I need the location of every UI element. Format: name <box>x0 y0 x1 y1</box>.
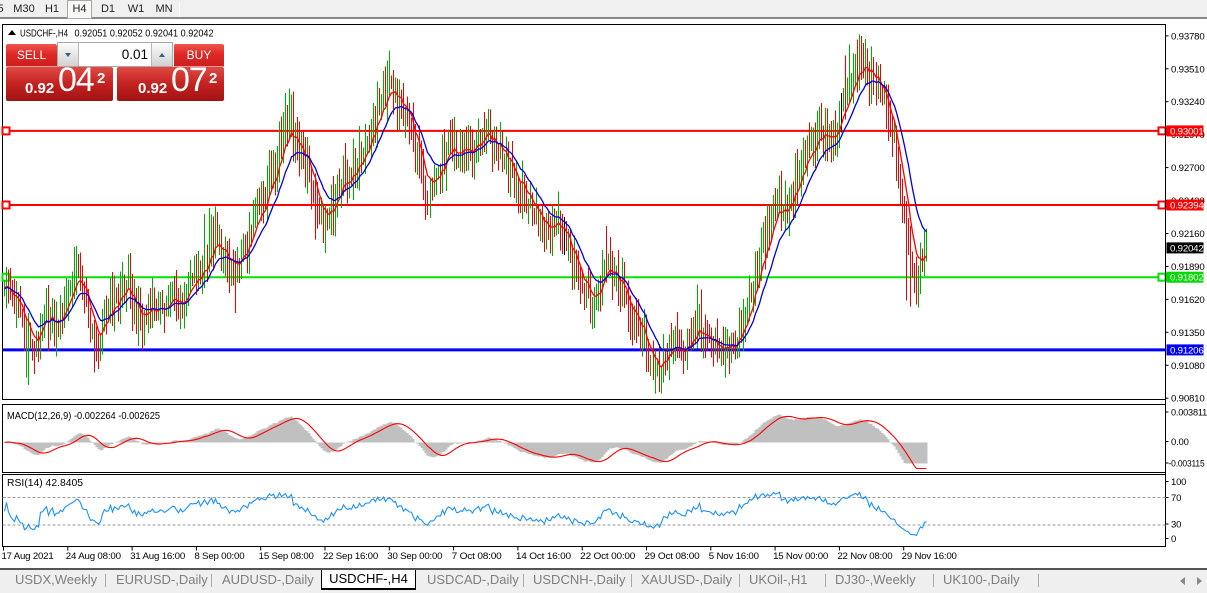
svg-text:0.91350: 0.91350 <box>1171 328 1205 339</box>
svg-text:24 Aug 08:00: 24 Aug 08:00 <box>66 551 121 562</box>
svg-text:30: 30 <box>1171 520 1181 531</box>
svg-text:0.93240: 0.93240 <box>1171 97 1205 108</box>
svg-text:0.91802: 0.91802 <box>1170 273 1204 284</box>
svg-text:100: 100 <box>1171 477 1186 488</box>
svg-text:17 Aug 2021: 17 Aug 2021 <box>2 551 54 562</box>
svg-text:70: 70 <box>1171 493 1181 504</box>
svg-text:USDCHF-,H4: USDCHF-,H4 <box>20 28 68 40</box>
svg-text:22 Nov 08:00: 22 Nov 08:00 <box>837 551 892 562</box>
svg-text:30 Sep 00:00: 30 Sep 00:00 <box>387 551 442 562</box>
svg-text:0.93780: 0.93780 <box>1171 31 1205 42</box>
svg-text:0: 0 <box>1171 534 1176 545</box>
svg-text:0.93001: 0.93001 <box>1170 126 1204 137</box>
svg-text:0.00: 0.00 <box>1171 437 1189 448</box>
svg-text:-0.003115: -0.003115 <box>1169 459 1205 470</box>
svg-text:0.92051 0.92052 0.92041 0.9204: 0.92051 0.92052 0.92041 0.92042 <box>75 28 214 40</box>
svg-text:29 Oct 08:00: 29 Oct 08:00 <box>645 551 700 562</box>
svg-text:22 Oct 00:00: 22 Oct 00:00 <box>580 551 635 562</box>
svg-text:22 Sep 16:00: 22 Sep 16:00 <box>323 551 378 562</box>
svg-text:0.91890: 0.91890 <box>1171 262 1205 273</box>
svg-text:0.91080: 0.91080 <box>1171 361 1205 372</box>
svg-text:15 Sep 08:00: 15 Sep 08:00 <box>259 551 314 562</box>
svg-text:0.92394: 0.92394 <box>1170 201 1204 212</box>
svg-text:8 Sep 00:00: 8 Sep 00:00 <box>194 551 244 562</box>
svg-text:15 Nov 00:00: 15 Nov 00:00 <box>773 551 828 562</box>
svg-text:31 Aug 16:00: 31 Aug 16:00 <box>130 551 185 562</box>
svg-text:0.92160: 0.92160 <box>1171 229 1205 240</box>
svg-text:0.92042: 0.92042 <box>1170 243 1204 254</box>
svg-text:7 Oct 08:00: 7 Oct 08:00 <box>452 551 502 562</box>
svg-text:0.92700: 0.92700 <box>1171 163 1205 174</box>
svg-text:0.91206: 0.91206 <box>1170 345 1204 356</box>
svg-text:RSI(14) 42.8405: RSI(14) 42.8405 <box>7 478 83 489</box>
svg-text:0.003811: 0.003811 <box>1171 408 1207 419</box>
svg-text:0.93510: 0.93510 <box>1171 64 1205 75</box>
svg-text:0.91620: 0.91620 <box>1171 295 1205 306</box>
svg-text:MACD(12,26,9) -0.002264 -0.002: MACD(12,26,9) -0.002264 -0.002625 <box>7 411 160 422</box>
svg-text:14 Oct 16:00: 14 Oct 16:00 <box>516 551 571 562</box>
svg-text:0.90810: 0.90810 <box>1171 394 1205 405</box>
svg-text:5 Nov 16:00: 5 Nov 16:00 <box>709 551 759 562</box>
svg-text:29 Nov 16:00: 29 Nov 16:00 <box>902 551 957 562</box>
